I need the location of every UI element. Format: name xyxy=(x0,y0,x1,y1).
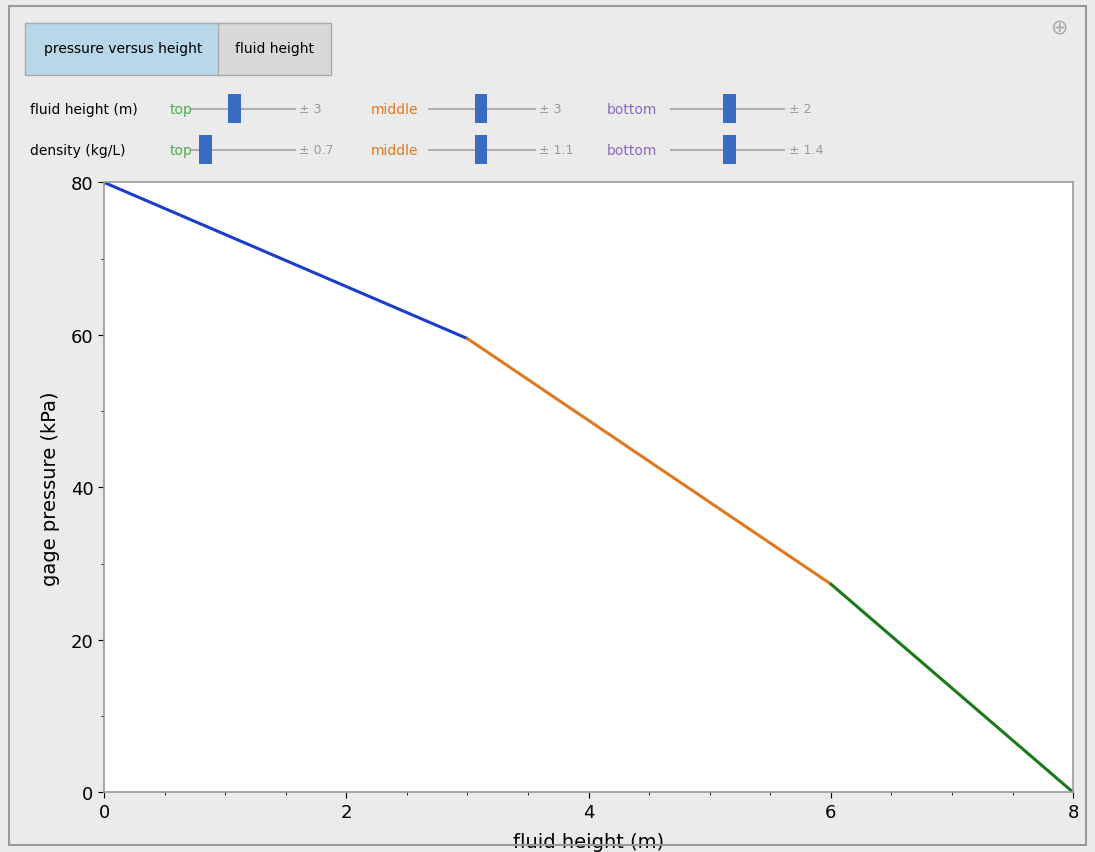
Text: bottom: bottom xyxy=(607,102,657,117)
FancyBboxPatch shape xyxy=(474,136,487,164)
FancyBboxPatch shape xyxy=(724,136,736,164)
Text: ± 0.7: ± 0.7 xyxy=(299,144,333,157)
Text: middle: middle xyxy=(370,102,418,117)
Text: ± 3: ± 3 xyxy=(539,103,562,116)
Text: bottom: bottom xyxy=(607,143,657,158)
Text: ⊕: ⊕ xyxy=(1050,17,1068,37)
Y-axis label: gage pressure (kPa): gage pressure (kPa) xyxy=(41,390,60,585)
Text: density (kg/L): density (kg/L) xyxy=(31,143,126,158)
Text: top: top xyxy=(170,143,193,158)
FancyBboxPatch shape xyxy=(724,95,736,124)
Text: ± 1.1: ± 1.1 xyxy=(539,144,574,157)
Text: top: top xyxy=(170,102,193,117)
FancyBboxPatch shape xyxy=(25,24,223,76)
Text: middle: middle xyxy=(370,143,418,158)
Text: ± 3: ± 3 xyxy=(299,103,321,116)
FancyBboxPatch shape xyxy=(218,24,331,76)
Text: fluid height (m): fluid height (m) xyxy=(31,102,138,117)
FancyBboxPatch shape xyxy=(474,95,487,124)
Text: fluid height: fluid height xyxy=(235,42,314,55)
Text: ± 2: ± 2 xyxy=(788,103,811,116)
Text: ± 1.4: ± 1.4 xyxy=(788,144,823,157)
Text: pressure versus height: pressure versus height xyxy=(45,42,203,55)
FancyBboxPatch shape xyxy=(228,95,241,124)
X-axis label: fluid height (m): fluid height (m) xyxy=(512,832,665,851)
FancyBboxPatch shape xyxy=(198,136,211,164)
